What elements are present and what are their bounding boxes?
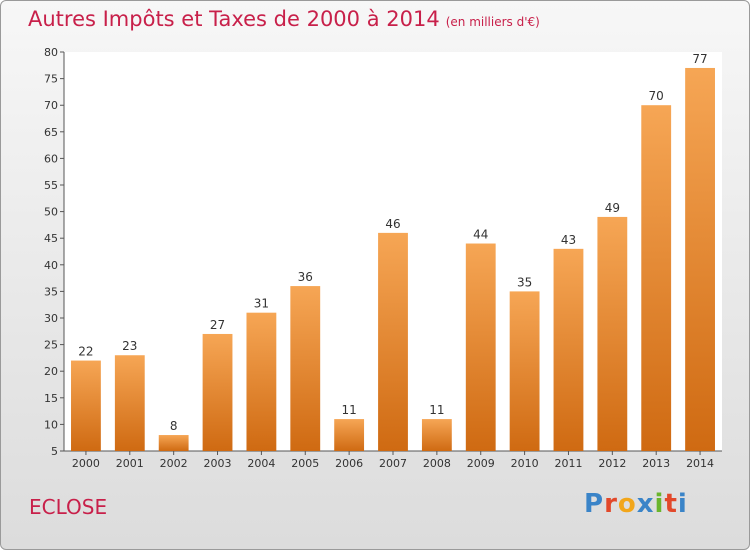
bar xyxy=(202,333,233,451)
x-tick-label: 2006 xyxy=(335,457,363,470)
x-tick-label: 2013 xyxy=(642,457,670,470)
bar xyxy=(509,291,540,451)
y-tick-label: 45 xyxy=(44,232,58,245)
data-label: 27 xyxy=(210,318,225,332)
data-label: 77 xyxy=(692,52,707,66)
title-text: Autres Impôts et Taxes de 2000 à 2014 xyxy=(28,7,440,31)
data-label: 49 xyxy=(605,201,620,215)
logo-letter: i xyxy=(654,489,665,519)
data-label: 11 xyxy=(429,403,444,417)
y-tick-label: 75 xyxy=(44,73,58,86)
data-label: 8 xyxy=(170,419,178,433)
commune-name: ECLOSE xyxy=(29,495,108,519)
y-tick-label: 25 xyxy=(44,339,58,352)
chart-title: Autres Impôts et Taxes de 2000 à 2014 (en… xyxy=(28,7,540,31)
data-label: 46 xyxy=(385,217,400,231)
bar xyxy=(71,360,101,451)
data-label: 31 xyxy=(254,297,269,311)
x-tick-label: 2002 xyxy=(160,457,188,470)
logo-letter: t xyxy=(664,489,678,519)
y-tick-label: 50 xyxy=(44,206,58,219)
bar xyxy=(246,312,277,451)
y-tick-label: 15 xyxy=(44,392,58,405)
y-tick-label: 55 xyxy=(44,179,58,192)
x-tick-label: 2009 xyxy=(467,457,495,470)
bar xyxy=(465,243,496,451)
bar xyxy=(290,286,321,451)
x-tick-label: 2012 xyxy=(598,457,626,470)
bar xyxy=(685,67,715,452)
data-label: 36 xyxy=(298,270,313,284)
x-tick-label: 2010 xyxy=(511,457,539,470)
bar xyxy=(158,435,189,451)
bar xyxy=(553,248,584,451)
x-tick-label: 2011 xyxy=(554,457,582,470)
y-tick-label: 65 xyxy=(44,126,58,139)
x-tick-label: 2004 xyxy=(247,457,275,470)
data-label: 44 xyxy=(473,228,488,242)
y-tick-label: 20 xyxy=(44,365,58,378)
data-label: 43 xyxy=(561,233,576,247)
y-tick-label: 60 xyxy=(44,152,58,165)
y-tick-label: 35 xyxy=(44,285,58,298)
y-tick-label: 80 xyxy=(44,46,58,59)
proxiti-logo[interactable]: Proxiti xyxy=(584,489,688,519)
x-tick-label: 2003 xyxy=(204,457,232,470)
bar xyxy=(597,216,628,451)
data-label: 11 xyxy=(341,403,356,417)
y-tick-label: 10 xyxy=(44,418,58,431)
x-tick-label: 2001 xyxy=(116,457,144,470)
y-tick-label: 40 xyxy=(44,259,58,272)
title-unit: (en milliers d'€) xyxy=(445,15,540,29)
bar xyxy=(334,419,365,451)
logo-letter: r xyxy=(604,489,618,519)
y-tick-label: 30 xyxy=(44,312,58,325)
bar xyxy=(421,419,452,451)
data-label: 70 xyxy=(649,89,664,103)
bar xyxy=(378,232,408,451)
logo-letter: P xyxy=(584,489,605,519)
data-label: 35 xyxy=(517,275,532,289)
y-tick-label: 70 xyxy=(44,99,58,112)
x-tick-label: 2005 xyxy=(291,457,319,470)
logo-letter: x xyxy=(636,489,655,519)
bar xyxy=(641,105,672,451)
x-tick-label: 2007 xyxy=(379,457,407,470)
logo-letter: i xyxy=(677,489,688,519)
data-label: 22 xyxy=(78,345,93,359)
x-tick-label: 2008 xyxy=(423,457,451,470)
x-tick-label: 2014 xyxy=(686,457,714,470)
logo-letter: o xyxy=(617,489,637,519)
y-tick-label: 5 xyxy=(51,445,58,458)
data-label: 23 xyxy=(122,339,137,353)
x-tick-label: 2000 xyxy=(72,457,100,470)
bar xyxy=(114,355,145,451)
